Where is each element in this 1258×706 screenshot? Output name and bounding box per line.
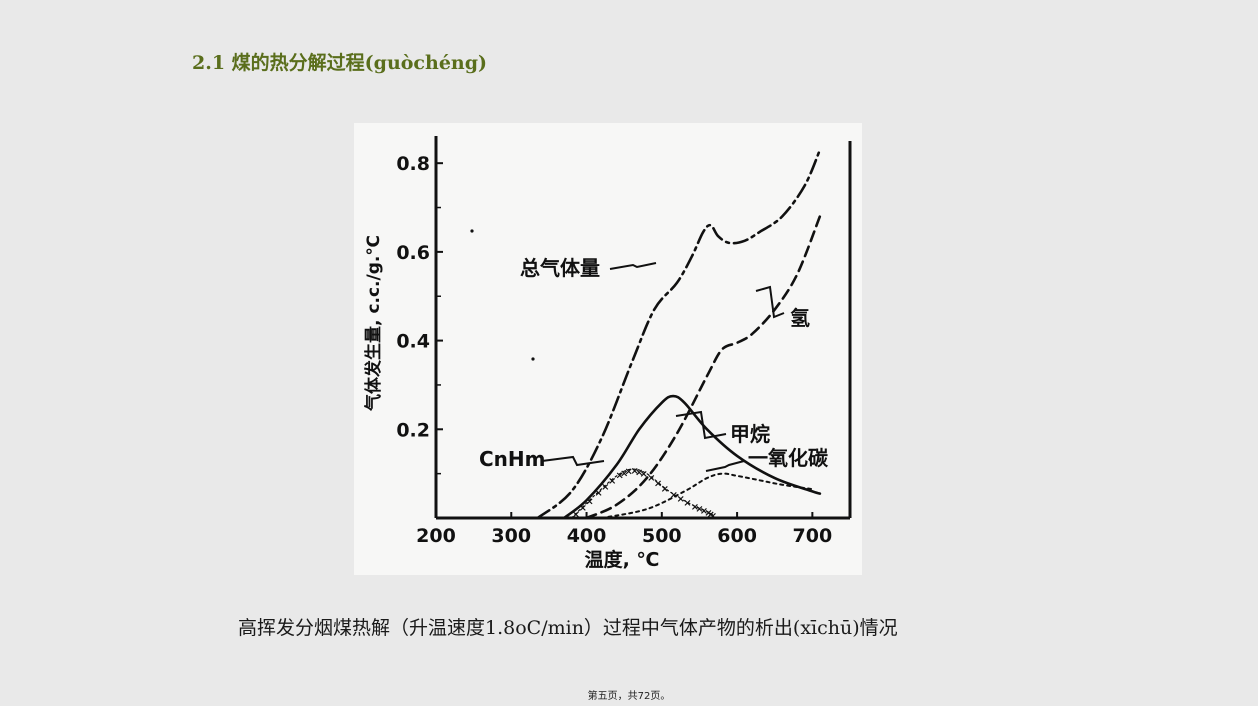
x-tick-label: 500	[642, 525, 682, 547]
slide-title: 2.1 煤的热分解过程(guòchéng)	[192, 52, 487, 74]
scan-speck	[470, 229, 474, 233]
series-label: 甲烷	[730, 422, 770, 446]
series-label: 氢	[790, 306, 810, 330]
x-mark-point: ×	[691, 502, 699, 513]
chart-axes	[434, 136, 852, 520]
x-mark-point: ×	[625, 467, 633, 478]
x-mark-point: ×	[631, 466, 639, 477]
x-axis-label: 温度, ℃	[585, 548, 660, 571]
x-mark-point: ×	[647, 473, 655, 484]
y-axis-label: 气体发生量, c.c./g.℃	[363, 235, 384, 412]
scan-speck	[531, 357, 535, 361]
chart-series: ×××××× ×××××× ×××××× ××××××	[536, 148, 822, 522]
x-mark-point: ×	[676, 494, 684, 505]
series-line-4	[570, 468, 716, 519]
x-mark-point: ×	[579, 503, 587, 514]
x-mark-point: ×	[670, 490, 678, 501]
series-label: 总气体量	[520, 256, 600, 280]
y-tick-label: 0.8	[396, 153, 430, 175]
y-tick-label: 0.6	[396, 242, 430, 264]
x-mark-point: ×	[704, 508, 712, 519]
x-mark-point: ×	[683, 498, 691, 509]
series-label-leader	[609, 262, 657, 270]
x-mark-point: ×	[585, 496, 593, 507]
series-line-0	[536, 148, 822, 520]
x-tick-label: 400	[567, 525, 607, 547]
series-label-leader	[705, 460, 745, 472]
x-mark-point: ×	[608, 476, 616, 487]
x-mark-point: ×	[695, 504, 703, 515]
x-tick-label: 600	[717, 525, 757, 547]
y-tick-label: 0.4	[396, 331, 430, 353]
series-label-leader	[755, 285, 785, 319]
gas-evolution-chart: 200 300 400 500 600 700 0.2 0.4 0.6 0.8 × × × × × × × × ×…	[354, 123, 862, 575]
page-number: 第五页，共72页。	[587, 691, 671, 702]
series-line-3	[600, 472, 814, 519]
y-tick-label: 0.2	[396, 419, 430, 441]
x-mark-point: ×	[601, 482, 609, 493]
x-tick-label: 200	[416, 525, 456, 547]
x-mark-point: ×	[654, 479, 662, 490]
x-tick-label: 300	[491, 525, 531, 547]
x-tick-label: 700	[793, 525, 833, 547]
x-mark-point: ×	[661, 484, 669, 495]
x-mark-point: ×	[635, 467, 643, 478]
series-label: 一氧化碳	[748, 446, 829, 470]
x-mark-point: ×	[709, 511, 717, 522]
x-mark-point: ×	[572, 510, 580, 521]
x-mark-point: ×	[640, 469, 648, 480]
x-mark-point: ×	[620, 469, 628, 480]
figure-caption: 高挥发分烟煤热解（升温速度1.8oC/min）过程中气体产物的析出(xīchū)…	[238, 617, 898, 639]
x-mark-point: ×	[615, 471, 623, 482]
x-mark-point: ×	[700, 506, 708, 517]
x-mark-point: ×	[707, 510, 715, 521]
series-label-leader	[541, 455, 605, 467]
series-label: CnHm	[479, 447, 546, 471]
series-line-2	[562, 394, 822, 520]
chart-ticks: 200 300 400 500 600 700 0.2 0.4 0.6 0.8	[396, 153, 832, 547]
series-label-leader	[675, 410, 727, 440]
x-mark-point: ×	[594, 488, 602, 499]
